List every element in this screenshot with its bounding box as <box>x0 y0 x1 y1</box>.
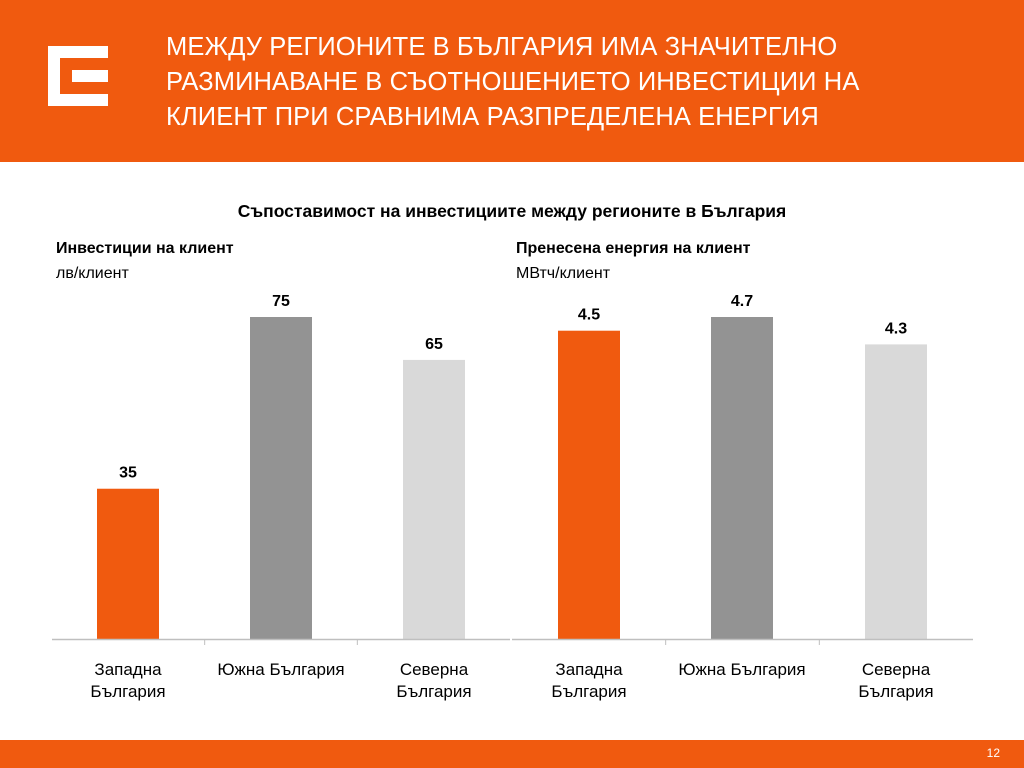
category-label: Западна <box>94 660 162 679</box>
bar-energy-1 <box>711 317 773 639</box>
bar-investment-1 <box>250 317 312 639</box>
page-title-line: РАЗМИНАВАНЕ В СЪОТНОШЕНИЕТО ИНВЕСТИЦИИ Н… <box>166 68 860 96</box>
category-label: Западна <box>555 660 623 679</box>
bar-value-label: 4.5 <box>578 307 600 324</box>
left-chart-unit: лв/клиент <box>56 265 129 282</box>
category-label: Северна <box>862 660 931 679</box>
right-chart-title: Пренесена енергия на клиент <box>516 240 751 257</box>
chart-subtitle: Съпоставимост на инвестициите между реги… <box>237 201 787 221</box>
bar-energy-0 <box>558 330 620 639</box>
bar-value-label: 4.3 <box>885 320 907 337</box>
bar-energy-2 <box>865 344 927 639</box>
bar-value-label: 35 <box>119 465 137 482</box>
right-chart-unit: МВтч/клиент <box>516 265 611 282</box>
bar-charts: 35 Западна България 75 Южна България 65 Северн… <box>52 293 973 701</box>
category-label: България <box>858 682 933 701</box>
page-title: МЕЖДУ РЕГИОНИТЕ В БЪЛГАРИЯ ИМА ЗНАЧИТЕЛН… <box>166 30 1006 135</box>
category-label: Южна България <box>217 660 344 679</box>
bar-value-label: 65 <box>425 336 443 353</box>
cez-logo-icon <box>48 46 108 106</box>
bar-value-label: 4.7 <box>731 293 753 310</box>
page-title-line: КЛИЕНТ ПРИ СРАВНИМА РАЗПРЕДЕЛЕНА ЕНЕРГИЯ <box>166 103 819 131</box>
bar-investment-0 <box>97 488 159 639</box>
category-label: България <box>551 682 626 701</box>
category-label: България <box>396 682 471 701</box>
category-label: Северна <box>400 660 469 679</box>
left-chart-title: Инвестиции на клиент <box>56 240 234 257</box>
category-label: Южна България <box>678 660 805 679</box>
page-title-line: МЕЖДУ РЕГИОНИТЕ В БЪЛГАРИЯ ИМА ЗНАЧИТЕЛН… <box>166 33 838 61</box>
bar-value-label: 75 <box>272 293 290 310</box>
footer-bar: 12 <box>0 740 1024 768</box>
header-banner: МЕЖДУ РЕГИОНИТЕ В БЪЛГАРИЯ ИМА ЗНАЧИТЕЛН… <box>0 0 1024 162</box>
category-label: България <box>90 682 165 701</box>
bar-investment-2 <box>403 359 465 639</box>
page-number: 12 <box>986 746 1000 760</box>
